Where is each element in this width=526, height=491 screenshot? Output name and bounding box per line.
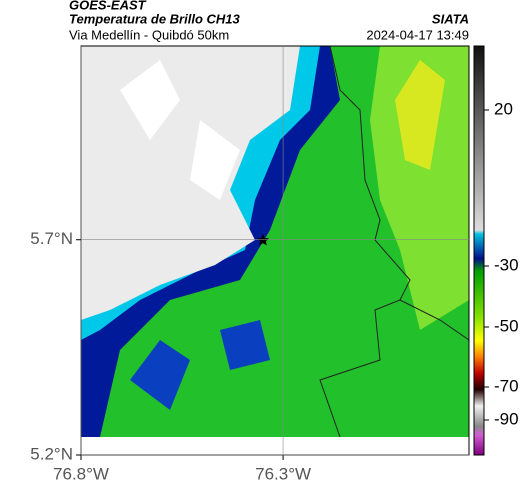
colorbar-tick-label: -90: [494, 409, 519, 428]
x-tick-label: 76.8°W: [53, 464, 109, 483]
title: Temperatura de Brillo CH13: [69, 11, 241, 26]
colorbar-tick-label: -50: [494, 316, 519, 335]
colorbar: [473, 45, 485, 456]
source: GOES-EAST: [69, 0, 147, 12]
satellite-image: [81, 46, 469, 437]
colorbar-tick-label: -70: [494, 376, 519, 395]
x-tick-label: 76.3°W: [255, 464, 311, 483]
subtitle: Via Medellín - Quibdó 50km: [69, 27, 229, 42]
y-tick-label: 5.7°N: [30, 229, 73, 248]
colorbar-tick-label: 20: [494, 99, 513, 118]
agency: SIATA: [432, 11, 469, 26]
timestamp: 2024-04-17 13:49: [366, 27, 469, 42]
colorbar-tick-label: -30: [494, 255, 519, 274]
y-tick-label: 5.2°N: [30, 444, 73, 463]
